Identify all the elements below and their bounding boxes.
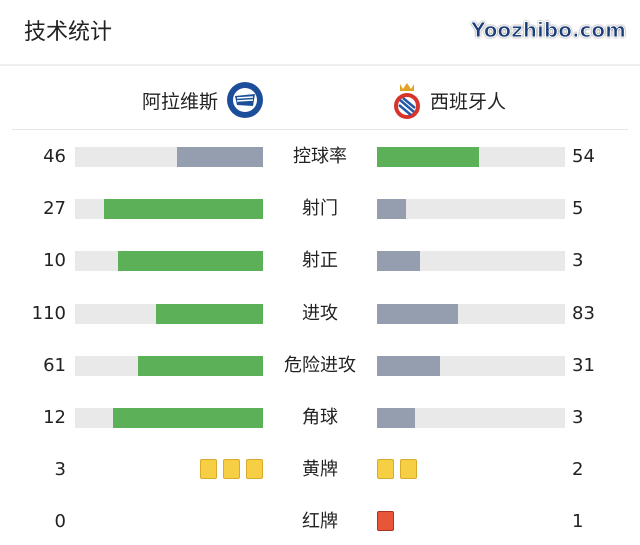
- away-value: 1: [572, 511, 584, 532]
- away-value: 31: [572, 355, 595, 376]
- home-value: 46: [43, 146, 66, 167]
- away-bar: [377, 304, 565, 324]
- watermark: Yoozhibo.com: [471, 18, 627, 43]
- stat-label: 红牌: [302, 511, 338, 532]
- stat-row: 110 进攻 83: [0, 299, 640, 329]
- away-bar: [377, 356, 565, 376]
- away-value: 3: [572, 407, 584, 428]
- away-bar-fill: [377, 356, 441, 376]
- away-bar-fill: [377, 304, 458, 324]
- stat-label: 射正: [302, 250, 338, 271]
- red-card-icon: [377, 511, 394, 531]
- home-cards: [200, 459, 263, 479]
- home-value: 61: [43, 355, 66, 376]
- home-value: 110: [31, 303, 66, 324]
- card-row: 3 黄牌 2: [0, 455, 640, 485]
- away-cards: [377, 511, 394, 531]
- away-value: 3: [572, 250, 584, 271]
- home-bar-fill: [176, 147, 263, 167]
- card-row: 0 红牌 1: [0, 507, 640, 537]
- away-team-name: 西班牙人: [430, 90, 507, 113]
- home-bar: [75, 356, 263, 376]
- divider: [0, 64, 640, 66]
- stat-label: 黄牌: [302, 459, 338, 480]
- divider: [12, 129, 628, 130]
- away-bar-fill: [377, 408, 415, 428]
- home-bar: [75, 251, 263, 271]
- page-title: 技术统计: [24, 20, 113, 45]
- away-value: 54: [572, 146, 595, 167]
- stat-row: 27 射门 5: [0, 194, 640, 224]
- stat-label: 进攻: [302, 303, 338, 324]
- home-value: 27: [43, 198, 66, 219]
- away-value: 2: [572, 459, 584, 480]
- home-bar-fill: [138, 356, 263, 376]
- alaves-crest-icon: [227, 82, 263, 118]
- yellow-card-icon: [200, 459, 217, 479]
- stat-label: 射门: [302, 198, 338, 219]
- home-value: 3: [54, 459, 66, 480]
- away-value: 5: [572, 198, 584, 219]
- away-bar: [377, 251, 565, 271]
- home-team[interactable]: 阿拉维斯: [142, 78, 264, 122]
- away-bar-fill: [377, 199, 407, 219]
- away-bar: [377, 199, 565, 219]
- yellow-card-icon: [400, 459, 417, 479]
- away-bar: [377, 147, 565, 167]
- away-cards: [377, 459, 417, 479]
- away-team[interactable]: 西班牙人: [392, 78, 506, 122]
- stat-label: 角球: [302, 407, 338, 428]
- away-bar-fill: [377, 147, 479, 167]
- stat-row: 10 射正 3: [0, 246, 640, 276]
- home-value: 0: [54, 511, 66, 532]
- stat-row: 61 危险进攻 31: [0, 351, 640, 381]
- home-bar-fill: [112, 408, 263, 428]
- yellow-card-icon: [377, 459, 394, 479]
- stat-label: 危险进攻: [284, 355, 356, 376]
- away-bar: [377, 408, 565, 428]
- home-bar: [75, 408, 263, 428]
- home-bar-fill: [104, 199, 263, 219]
- stat-row: 12 角球 3: [0, 403, 640, 433]
- home-bar: [75, 304, 263, 324]
- away-value: 83: [572, 303, 595, 324]
- espanyol-crest-icon: [394, 83, 420, 119]
- home-bar-fill: [118, 251, 263, 271]
- yellow-card-icon: [223, 459, 240, 479]
- away-bar-fill: [377, 251, 421, 271]
- home-bar: [75, 199, 263, 219]
- home-team-name: 阿拉维斯: [141, 90, 218, 113]
- home-value: 12: [43, 407, 66, 428]
- yellow-card-icon: [246, 459, 263, 479]
- teams-header: 阿拉维斯 西班牙人: [0, 78, 640, 122]
- home-bar-fill: [155, 304, 263, 324]
- home-bar: [75, 147, 263, 167]
- stat-row: 46 控球率 54: [0, 142, 640, 172]
- home-value: 10: [43, 250, 66, 271]
- stat-label: 控球率: [293, 146, 347, 167]
